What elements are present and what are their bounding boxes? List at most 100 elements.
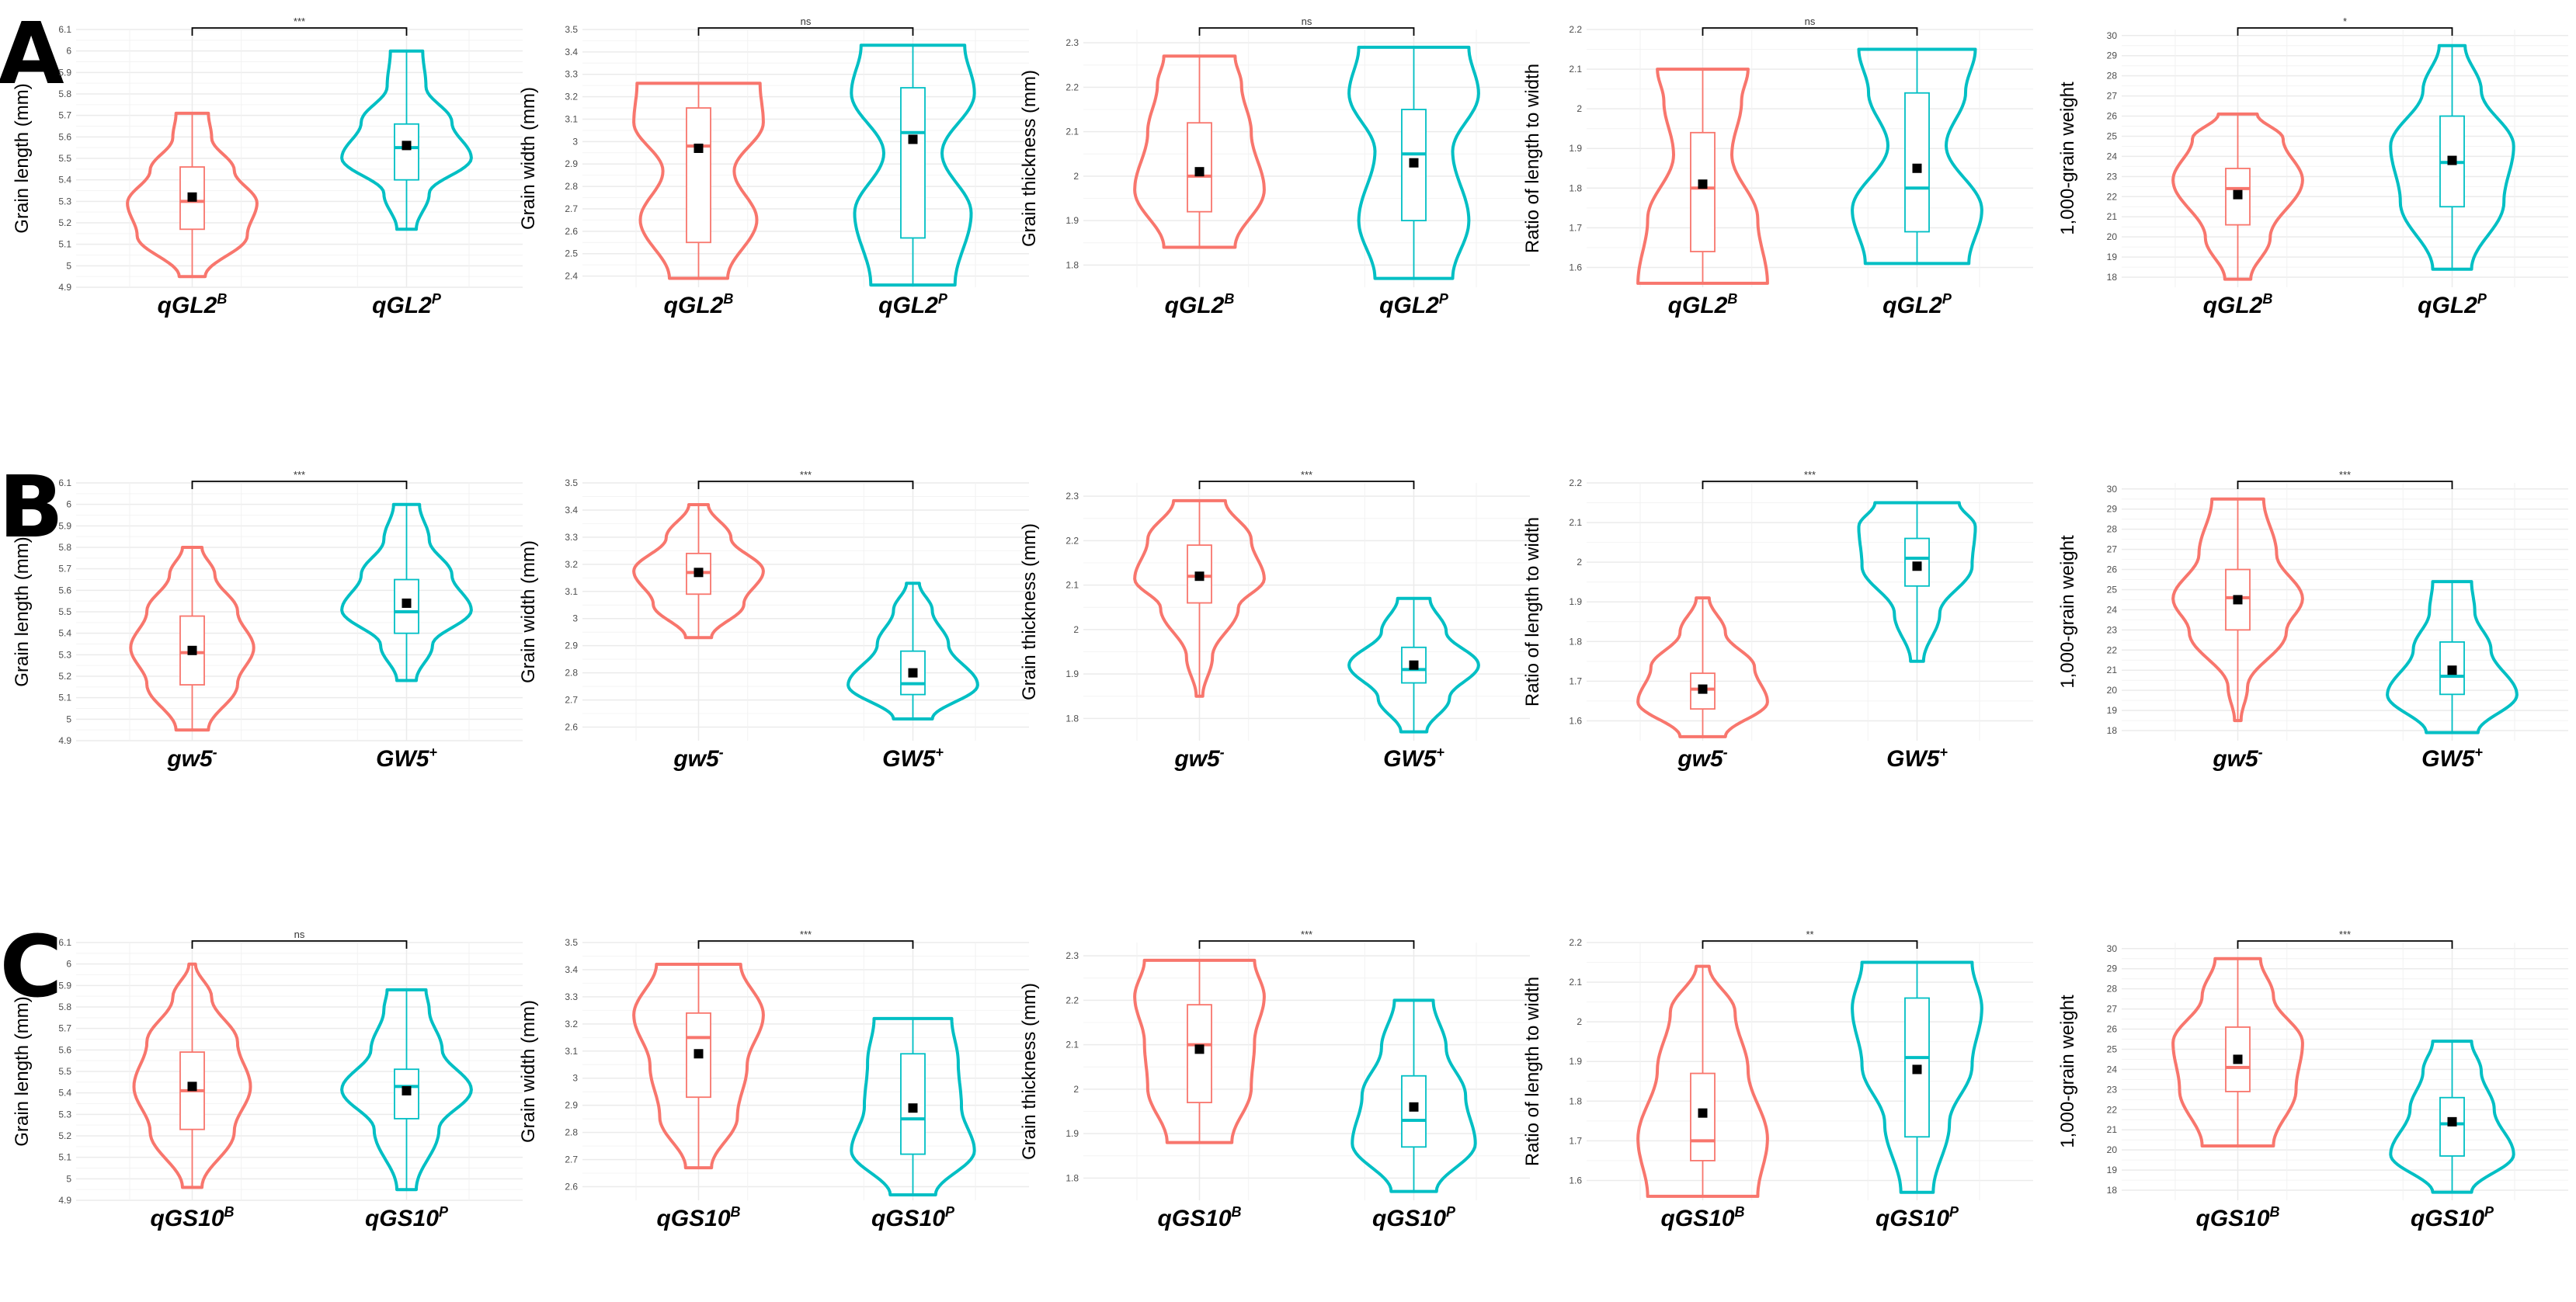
y-tick-label: 6 (66, 499, 71, 510)
y-tick-label: 2.1 (1066, 580, 1079, 591)
x-group-label: GW5+ (376, 745, 437, 772)
mean-marker (1194, 571, 1205, 582)
significance-label: ** (1806, 929, 1813, 940)
violin-panel: 18 19 20 21 22 23 24 25 26 27 28 29 30 1,000-grain we… (2057, 929, 2568, 1231)
y-axis-label: Grain length (mm) (12, 83, 33, 233)
y-tick-label: 6 (66, 46, 71, 57)
y-tick-label: 28 (2107, 984, 2118, 995)
y-tick-label: 1.6 (1569, 715, 1582, 726)
y-tick-label: 1.8 (1066, 259, 1079, 270)
significance-label: *** (800, 469, 812, 481)
violin-shape (2171, 497, 2304, 723)
significance-bracket (2237, 940, 2453, 949)
violin-shape (1636, 964, 1769, 1198)
violin-panel: 4.9 5 5.1 5.2 5.3 5.4 5.5 5.6 5.7 5.8 5.9 6 6.1 Grain… (12, 469, 523, 772)
y-tick-label: 1.9 (1569, 1056, 1582, 1067)
significance-label: ns (1302, 16, 1312, 27)
y-tick-label: 2.1 (1569, 977, 1582, 988)
violin-shape (850, 1016, 976, 1196)
y-axis-label: 1,000-grain weight (2057, 995, 2078, 1148)
y-axis-label: Grain width (mm) (518, 1000, 539, 1143)
y-tick-label: 2 (1577, 103, 1582, 114)
y-axis-label: Grain width (mm) (518, 540, 539, 683)
box (1904, 92, 1930, 233)
y-tick-label: 1.6 (1569, 1175, 1582, 1186)
y-tick-label: 30 (2107, 484, 2118, 495)
y-tick-label: 5.4 (58, 1088, 71, 1099)
mean-marker (2233, 595, 2243, 605)
y-tick-label: 30 (2107, 30, 2118, 41)
violin-shape (632, 963, 765, 1170)
y-tick-label: 2 (1577, 1016, 1582, 1027)
y-tick-label: 6.1 (58, 937, 71, 948)
y-tick-label: 23 (2107, 171, 2118, 182)
y-tick-label: 3.4 (565, 47, 578, 57)
significance-label: *** (1804, 469, 1816, 481)
mean-marker (694, 1049, 704, 1059)
y-tick-label: 5.4 (58, 628, 71, 639)
y-tick-label: 5.8 (58, 1002, 71, 1012)
panel-letter-c: C (0, 917, 62, 1016)
y-tick-label: 22 (2107, 1104, 2118, 1115)
x-group-label: qGL2B (1165, 291, 1235, 318)
y-tick-label: 26 (2107, 1024, 2118, 1035)
mean-marker (2447, 1116, 2457, 1127)
y-tick-label: 3.1 (565, 113, 578, 124)
y-tick-label: 25 (2107, 1043, 2118, 1054)
y-tick-label: 2 (1073, 624, 1079, 635)
y-tick-label: 23 (2107, 624, 2118, 635)
y-tick-label: 2.9 (565, 158, 578, 169)
y-tick-label: 5.8 (58, 89, 71, 99)
y-tick-label: 2.6 (565, 226, 578, 237)
y-tick-label: 5.7 (58, 110, 71, 121)
y-tick-label: 5.1 (58, 693, 71, 703)
x-group-label: qGS10P (365, 1204, 449, 1231)
y-tick-label: 2.6 (565, 722, 578, 733)
y-tick-label: 4.9 (58, 1195, 71, 1206)
mean-marker (2447, 155, 2457, 165)
y-tick-label: 20 (2107, 231, 2118, 242)
significance-bracket (1198, 940, 1415, 949)
y-tick-label: 25 (2107, 130, 2118, 141)
mean-marker (1698, 179, 1708, 189)
y-tick-label: 21 (2107, 1124, 2118, 1135)
plot-area (1083, 483, 1530, 741)
box (2439, 641, 2465, 696)
mean-marker (1409, 660, 1419, 670)
y-tick-label: 28 (2107, 524, 2118, 535)
y-tick-label: 6.1 (58, 24, 71, 35)
mean-marker (187, 645, 197, 655)
mean-marker (1912, 561, 1922, 571)
violin-shape (1347, 596, 1480, 734)
mean-marker (1194, 1044, 1205, 1054)
y-tick-label: 3 (572, 1073, 578, 1084)
violin-shape (1351, 998, 1477, 1193)
violin-panel: 1.8 1.9 2 2.1 2.2 2.3 Grain thickness (mm) qGS1… (1019, 929, 1530, 1231)
y-axis-label: Ratio of length to width (1522, 64, 1543, 253)
plot-area (1587, 30, 2033, 287)
violin-shape (126, 111, 259, 279)
box (1401, 646, 1427, 684)
y-tick-label: 2.8 (565, 181, 578, 192)
x-group-label: gw5- (2212, 745, 2262, 772)
violin-shape (850, 43, 976, 287)
y-tick-label: 22 (2107, 191, 2118, 202)
x-group-label: qGS10B (150, 1204, 234, 1231)
y-tick-label: 5.7 (58, 564, 71, 575)
violin-panel: 2.6 2.7 2.8 2.9 3 3.1 3.2 3.3 3.4 3.5 Grain width … (518, 469, 1029, 772)
mean-marker (1194, 167, 1205, 177)
y-tick-label: 2.1 (1569, 64, 1582, 75)
y-tick-label: 2.2 (1066, 995, 1079, 1005)
mean-marker (402, 598, 412, 608)
mean-marker (2233, 1054, 2243, 1064)
significance-label: *** (294, 16, 305, 27)
x-group-label: qGL2P (2418, 291, 2487, 318)
y-tick-label: 3 (572, 613, 578, 624)
y-tick-label: 3.5 (565, 937, 578, 948)
violin-shape (1636, 596, 1769, 738)
box (1401, 1075, 1427, 1148)
x-group-label: GW5+ (1886, 745, 1948, 772)
violin-panel: 1.8 1.9 2 2.1 2.2 2.3 Grain thickness (mm) gw5-… (1019, 469, 1530, 772)
mean-marker (1912, 1064, 1922, 1075)
